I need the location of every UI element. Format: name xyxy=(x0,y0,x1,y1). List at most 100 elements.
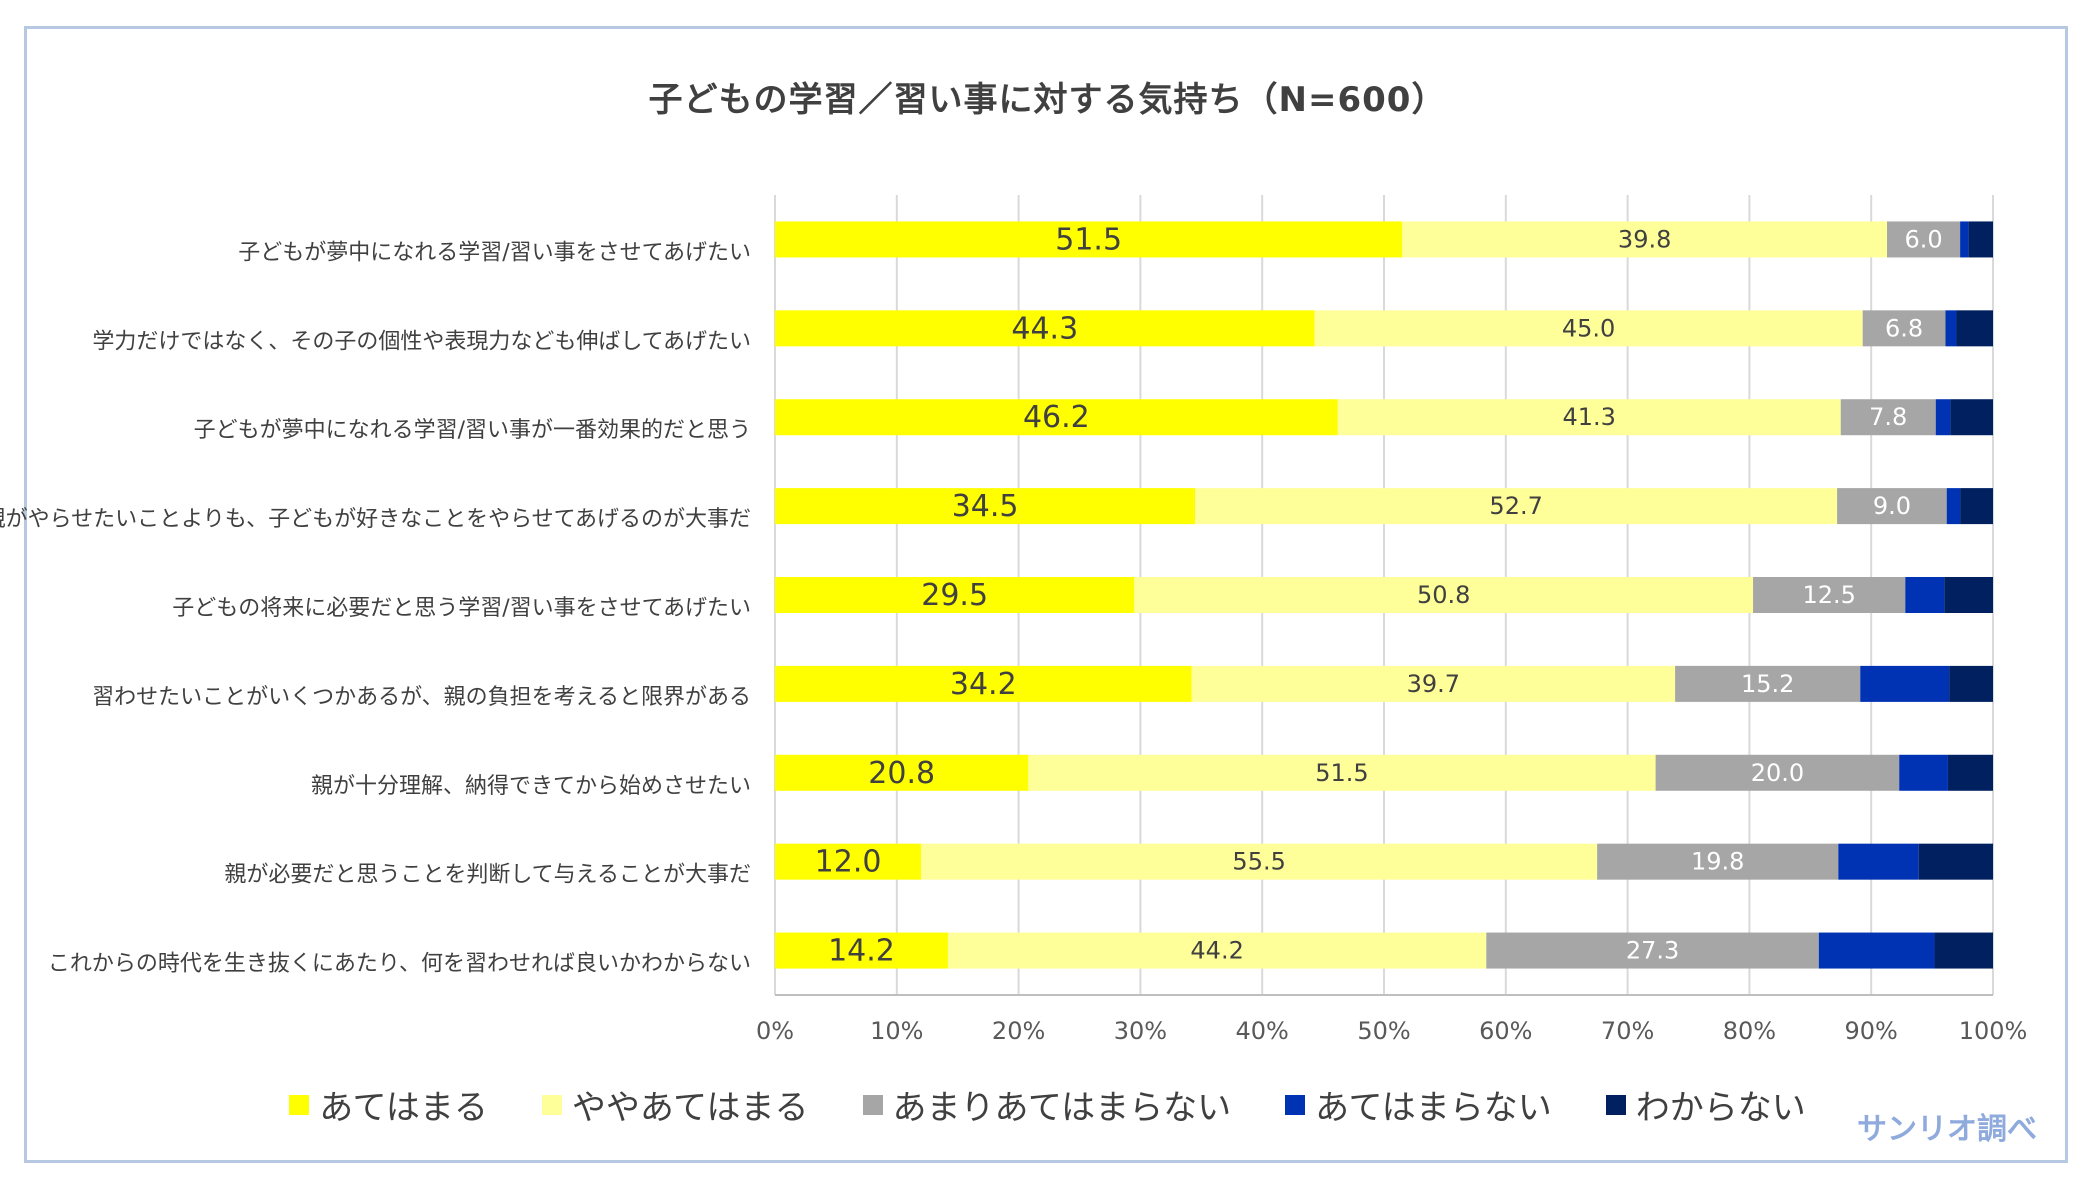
bar-segment xyxy=(1028,754,1656,791)
legend-swatch xyxy=(1605,1094,1626,1115)
bar-segment xyxy=(1905,577,1945,613)
legend-swatch xyxy=(289,1094,310,1115)
data-label: 44.3 xyxy=(1011,311,1078,346)
bar-segment xyxy=(1899,754,1948,791)
bar-segment xyxy=(775,488,1196,525)
category-label: 子どもが夢中になれる学習/習い事が一番効果的だと思う xyxy=(194,418,751,443)
bar-segment xyxy=(1818,932,1935,969)
data-label: 46.2 xyxy=(1023,400,1090,435)
bar-segment xyxy=(1195,488,1838,525)
bar-segment xyxy=(1840,399,1936,436)
data-label: 19.8 xyxy=(1691,848,1744,876)
bar-segment xyxy=(1655,754,1900,791)
bar-segment xyxy=(1944,577,1993,613)
bar-segment xyxy=(1402,221,1888,258)
x-tick-label: 80% xyxy=(1723,1017,1776,1045)
x-tick-label: 70% xyxy=(1601,1017,1654,1045)
legend-label: ややあてはまる xyxy=(571,1088,809,1128)
bar-segment xyxy=(1946,488,1961,525)
bar-segment xyxy=(1947,754,1993,791)
legend-item: あまりあてはまらない xyxy=(862,1080,1231,1129)
bar-segment xyxy=(1960,221,1969,258)
data-label: 27.3 xyxy=(1626,937,1679,965)
bar-segment xyxy=(775,310,1315,347)
bar-segment xyxy=(1862,310,1946,347)
bar-segment xyxy=(1314,310,1863,347)
bar-segment xyxy=(1837,488,1947,525)
legend-label: わからない xyxy=(1635,1088,1806,1128)
legend-swatch xyxy=(1285,1094,1306,1115)
data-label: 39.8 xyxy=(1618,225,1671,253)
bar-segment xyxy=(775,754,1029,791)
data-label: 20.0 xyxy=(1751,759,1804,787)
category-label: 親が必要だと思うことを判断して与えることが大事だ xyxy=(224,863,751,888)
source-credit: サンリオ調べ xyxy=(1857,1112,2037,1147)
bar-segment xyxy=(775,932,948,969)
bar-segment xyxy=(1918,843,1993,880)
x-tick-label: 40% xyxy=(1236,1017,1289,1045)
bar-segment xyxy=(1597,843,1839,880)
bar-segment xyxy=(775,577,1135,613)
bar-segment xyxy=(775,221,1403,258)
data-label: 55.5 xyxy=(1232,848,1285,876)
data-label: 34.2 xyxy=(950,667,1017,702)
legend-item: あてはまらない xyxy=(1285,1080,1552,1129)
data-label: 44.2 xyxy=(1190,937,1243,965)
x-tick-label: 10% xyxy=(870,1017,923,1045)
bar-segment xyxy=(921,843,1598,880)
x-tick-label: 0% xyxy=(756,1017,794,1045)
data-label: 39.7 xyxy=(1407,670,1460,698)
bar-segment xyxy=(1949,665,1993,702)
data-label: 34.5 xyxy=(952,489,1019,524)
data-label: 52.7 xyxy=(1489,492,1542,520)
data-label: 51.5 xyxy=(1055,222,1122,257)
data-label: 41.3 xyxy=(1563,403,1616,431)
category-label: これからの時代を生き抜くにあたり、何を習わせれば良いかわからない xyxy=(48,952,751,977)
legend-item: ややあてはまる xyxy=(541,1080,809,1129)
bar-segment xyxy=(1675,665,1861,702)
legend: あてはまる ややあてはまる あまりあてはまらない あてはまらない わからない xyxy=(0,1080,2095,1129)
bar-segment xyxy=(1191,665,1676,702)
x-tick-label: 100% xyxy=(1959,1017,2028,1045)
category-label: 習わせたいことがいくつかあるが、親の負担を考えると限界がある xyxy=(92,685,751,710)
x-tick-label: 20% xyxy=(992,1017,1045,1045)
data-label: 20.8 xyxy=(868,756,935,791)
bar-segment xyxy=(1838,843,1919,880)
data-label: 9.0 xyxy=(1873,492,1911,520)
bar-segment xyxy=(775,665,1192,702)
data-label: 6.8 xyxy=(1885,314,1923,342)
category-label: 親が十分理解、納得できてから始めさせたい xyxy=(311,774,751,799)
data-label: 12.5 xyxy=(1802,581,1855,609)
x-tick-label: 50% xyxy=(1357,1017,1410,1045)
chart-title: 子どもの学習／習い事に対する気持ち（N=600） xyxy=(648,80,1447,120)
bar-segment xyxy=(1753,577,1906,613)
legend-item: あてはまる xyxy=(289,1080,488,1129)
legend-swatch xyxy=(541,1094,562,1115)
x-tick-label: 60% xyxy=(1479,1017,1532,1045)
data-label: 29.5 xyxy=(921,578,988,613)
data-label: 6.0 xyxy=(1904,225,1942,253)
category-label: 親がやらせたいことよりも、子どもが好きなことをやらせてあげるのが大事だ xyxy=(0,507,751,532)
bar-segment xyxy=(775,843,922,880)
legend-item: わからない xyxy=(1605,1080,1806,1129)
bar-segment xyxy=(1960,488,1993,525)
bar-segment xyxy=(1945,310,1957,347)
bar-segment xyxy=(1860,665,1950,702)
bar-segment xyxy=(1934,932,1993,969)
bar-segment xyxy=(1968,221,1993,258)
data-label: 50.8 xyxy=(1417,581,1470,609)
bar-segment xyxy=(1337,399,1841,436)
x-tick-label: 90% xyxy=(1845,1017,1898,1045)
legend-label: あてはまらない xyxy=(1315,1088,1552,1128)
data-label: 14.2 xyxy=(828,934,895,969)
bar-segment xyxy=(1956,310,1993,347)
data-label: 45.0 xyxy=(1562,314,1615,342)
category-label: 子どもの将来に必要だと思う学習/習い事をさせてあげたい xyxy=(172,596,751,621)
data-label: 51.5 xyxy=(1315,759,1368,787)
data-label: 7.8 xyxy=(1869,403,1907,431)
bar-segment xyxy=(1134,577,1754,613)
bar-segment xyxy=(1887,221,1961,258)
data-label: 15.2 xyxy=(1741,670,1794,698)
legend-label: あてはまる xyxy=(319,1088,488,1128)
